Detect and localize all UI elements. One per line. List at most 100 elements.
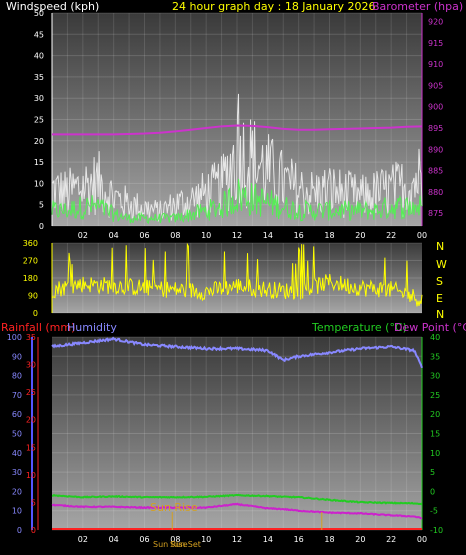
compass-n-bottom: N — [436, 308, 444, 321]
direction-y-tick: 90 — [28, 292, 38, 301]
wind-y-tick: 50 — [34, 9, 44, 18]
direction-plot-area — [52, 243, 422, 313]
temp-x-tick: 20 — [355, 535, 365, 544]
wind-x-tick: 00 — [417, 231, 427, 240]
wind-y-tick: 40 — [34, 52, 44, 61]
wind-x-tick: 04 — [109, 231, 119, 240]
compass-s: S — [436, 275, 443, 288]
rain-y-tick: 35 — [26, 333, 36, 342]
barometer-y-tick: 880 — [428, 188, 443, 197]
humidity-y-tick: 100 — [7, 333, 22, 342]
dewpoint-axis-label: Dew Point (°C) — [394, 321, 466, 334]
wind-y-tick: 10 — [34, 179, 44, 188]
wind-x-tick: 12 — [232, 231, 242, 240]
sunset-axis-label: Sun Set — [170, 540, 201, 549]
graph-title: 24 hour graph day : 18 January 2026 — [172, 0, 376, 13]
temp-x-tick: 22 — [386, 535, 396, 544]
wind-x-tick: 10 — [201, 231, 211, 240]
wind-y-tick: 35 — [34, 73, 44, 82]
wind-x-tick: 14 — [263, 231, 273, 240]
temp-x-tick: 06 — [139, 535, 149, 544]
temp-y-tick: 35 — [430, 352, 440, 361]
barometer-y-tick: 890 — [428, 145, 443, 154]
wind-x-tick: 22 — [386, 231, 396, 240]
temperature-axis-label: Temperature (°C) — [311, 321, 407, 334]
wind-x-tick: 06 — [139, 231, 149, 240]
temp-x-tick: 08 — [170, 535, 180, 544]
wind-y-tick: 5 — [39, 201, 44, 210]
wind-y-tick: 30 — [34, 94, 44, 103]
wind-y-tick: 15 — [34, 158, 44, 167]
barometer-series — [52, 124, 423, 136]
humidity-y-tick: 30 — [12, 468, 22, 477]
rain-y-tick: 20 — [26, 416, 36, 425]
wind-x-tick: 08 — [170, 231, 180, 240]
temp-y-tick: 0 — [430, 487, 435, 496]
wind-x-tick: 16 — [294, 231, 304, 240]
barometer-y-tick: 885 — [428, 167, 443, 176]
temp-y-tick: 40 — [430, 333, 440, 342]
temp-x-tick: 16 — [294, 535, 304, 544]
barometer-y-tick: 905 — [428, 81, 443, 90]
rain-y-tick: 25 — [26, 388, 36, 397]
sunrise-axis-label: Sun Rise — [153, 540, 188, 549]
rain-y-tick: 30 — [26, 361, 36, 370]
temp-y-tick: 30 — [430, 372, 440, 381]
humidity-series — [51, 336, 423, 369]
direction-y-tick: 270 — [23, 257, 38, 266]
temp-x-tick: 14 — [263, 535, 273, 544]
humidity-y-tick: 20 — [12, 487, 22, 496]
direction-y-tick: 180 — [23, 274, 38, 283]
humidity-axis-label: Humidity — [67, 321, 117, 334]
temp-y-tick: -5 — [430, 507, 438, 516]
temp-x-tick: 12 — [232, 535, 242, 544]
wind-x-tick: 20 — [355, 231, 365, 240]
barometer-y-tick: 915 — [428, 39, 443, 48]
humidity-y-tick: 50 — [12, 430, 22, 439]
barometer-y-tick: 875 — [428, 209, 443, 218]
compass-w: W — [436, 258, 447, 271]
rainfall-axis-label: Rainfall (mm) — [1, 321, 75, 334]
wind-x-tick: 02 — [78, 231, 88, 240]
humidity-y-tick: 70 — [12, 391, 22, 400]
wind-x-tick: 18 — [324, 231, 334, 240]
humidity-y-tick: 90 — [12, 352, 22, 361]
temp-x-tick: 18 — [324, 535, 334, 544]
temp-y-tick: 10 — [430, 449, 440, 458]
wind-average-series — [51, 178, 423, 225]
temp-y-tick: 15 — [430, 430, 440, 439]
temp-x-tick: 10 — [201, 535, 211, 544]
temp-x-tick: 02 — [78, 535, 88, 544]
rain-y-tick: 5 — [31, 498, 36, 507]
rain-y-tick: 10 — [26, 471, 36, 480]
wind-y-tick: 45 — [34, 30, 44, 39]
temp-y-tick: 25 — [430, 391, 440, 400]
sunrise-annotation: Sun Rise — [150, 501, 198, 514]
temperature-series — [51, 493, 423, 506]
wind-y-tick: 20 — [34, 137, 44, 146]
temperature-plot-area — [52, 337, 422, 530]
barometer-y-tick: 900 — [428, 103, 443, 112]
temp-y-tick: 20 — [430, 410, 440, 419]
barometer-axis-label: Barometer (hpa) — [372, 0, 463, 13]
humidity-y-tick: 10 — [12, 507, 22, 516]
temp-x-tick: 00 — [417, 535, 427, 544]
humidity-y-tick: 80 — [12, 372, 22, 381]
wind-y-tick: 25 — [34, 116, 44, 125]
rain-y-tick: 0 — [31, 526, 36, 535]
humidity-y-tick: 60 — [12, 410, 22, 419]
wind-gust-series — [51, 93, 423, 222]
wind-direction-series — [51, 242, 423, 307]
compass-e: E — [436, 292, 443, 305]
humidity-y-tick: 40 — [12, 449, 22, 458]
humidity-y-tick: 0 — [17, 526, 22, 535]
direction-y-tick: 360 — [23, 239, 38, 248]
dewpoint-series — [51, 502, 423, 520]
rain-y-tick: 15 — [26, 443, 36, 452]
temp-x-tick: 04 — [109, 535, 119, 544]
direction-y-tick: 0 — [33, 309, 38, 318]
barometer-y-tick: 895 — [428, 124, 443, 133]
compass-n-top: N — [436, 240, 444, 253]
wind-y-tick: 0 — [39, 222, 44, 231]
